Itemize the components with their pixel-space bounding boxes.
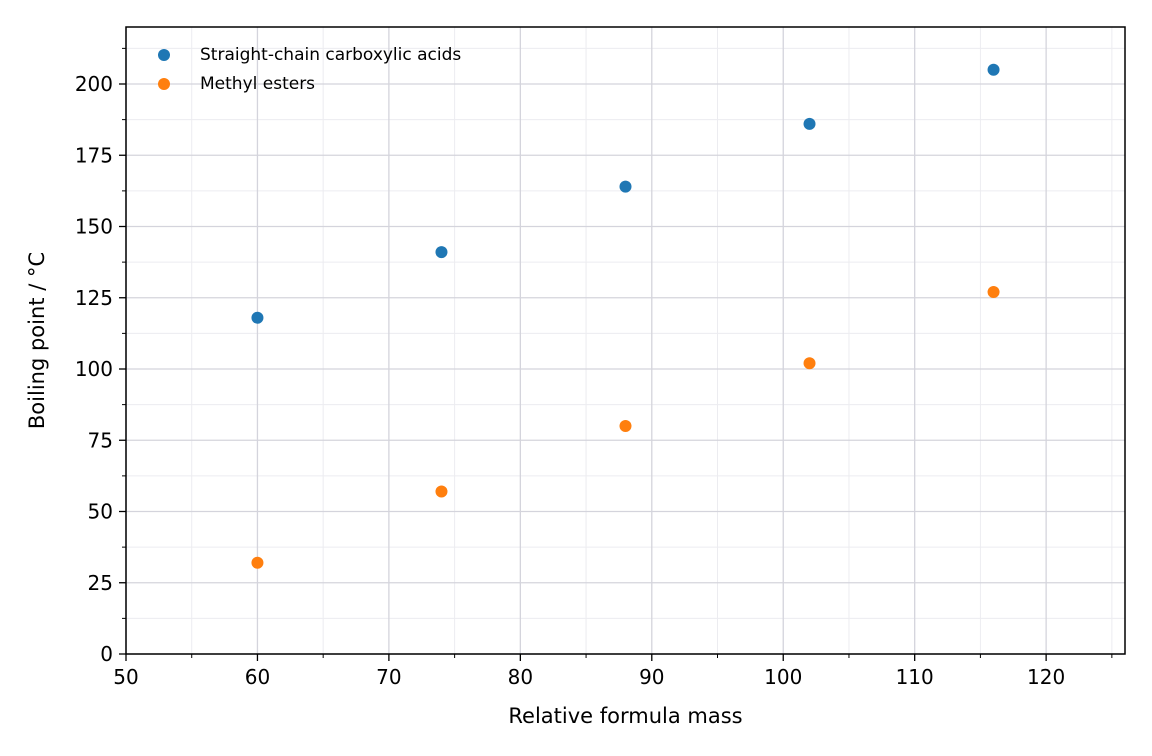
carboxylic-acid-point [619,180,632,193]
minor-gridlines [126,27,1125,654]
legend-marker-methyl-esters [158,78,170,90]
y-tick-label: 125 [75,286,113,310]
methyl-ester-point [987,286,1000,299]
y-tick-label: 200 [75,72,113,96]
legend-marker-carboxylic-acids [158,49,170,61]
x-tick-label: 90 [639,665,664,689]
x-tick-label: 110 [896,665,934,689]
x-tick-label: 120 [1027,665,1065,689]
y-tick-label: 175 [75,143,113,167]
legend: Straight-chain carboxylic acids Methyl e… [158,45,461,94]
carboxylic-acid-point [803,117,816,130]
plot-frame [125,26,1126,655]
y-axis-label: Boiling point / °C [25,252,49,429]
methyl-ester-point [803,357,816,370]
x-axis-label: Relative formula mass [508,704,742,728]
x-tick-label: 50 [113,665,138,689]
x-tick-label: 80 [508,665,533,689]
x-axis-ticks: 50 60 70 80 90 100 110 120 [113,654,1113,689]
data-points [251,63,1000,569]
y-axis-ticks: 0 25 50 75 100 125 150 175 200 [75,47,126,666]
carboxylic-acid-point [987,63,1000,76]
carboxylic-acid-point [251,311,264,324]
methyl-ester-point [619,420,632,432]
methyl-ester-point [435,485,448,498]
x-tick-label: 100 [764,665,802,689]
y-tick-label: 25 [88,571,113,595]
y-tick-label: 50 [88,500,113,524]
legend-label-methyl-esters: Methyl esters [200,74,315,94]
major-gridlines [125,27,1125,655]
y-tick-label: 100 [75,357,113,381]
legend-label-carboxylic-acids: Straight-chain carboxylic acids [200,45,461,65]
methyl-ester-point [251,556,264,569]
y-tick-label: 0 [100,642,113,666]
y-tick-label: 75 [88,428,113,452]
y-tick-label: 150 [75,215,113,239]
x-tick-label: 60 [245,665,270,689]
x-tick-label: 70 [376,665,401,689]
carboxylic-acid-point [435,246,448,259]
